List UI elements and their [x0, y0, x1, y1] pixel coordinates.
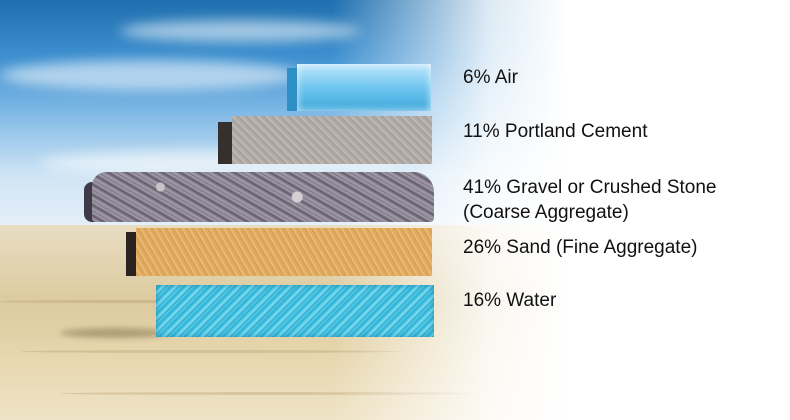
air-block-side [287, 68, 299, 111]
air-label: 6% Air [463, 67, 518, 88]
air-block [287, 64, 431, 111]
water-label: 16% Water [463, 290, 557, 311]
sand-block-side [126, 232, 138, 276]
cement-block-side [218, 122, 234, 164]
water-block-face [156, 285, 434, 337]
gravel-block [84, 168, 434, 222]
sand-label: 26% Sand (Fine Aggregate) [463, 237, 698, 258]
cement-block-face [232, 116, 432, 164]
gravel-label: 41% Gravel or Crushed Stone [463, 177, 717, 198]
cement-label: 11% Portland Cement [463, 121, 648, 142]
portland-cement-block [218, 116, 432, 164]
gravel-sublabel: (Coarse Aggregate) [463, 202, 629, 223]
gravel-block-face [92, 172, 434, 222]
water-block [156, 285, 434, 337]
air-block-face [297, 64, 431, 111]
sand-block-face [136, 228, 432, 276]
water-block-shadow [60, 328, 170, 338]
sand-block [126, 228, 432, 276]
